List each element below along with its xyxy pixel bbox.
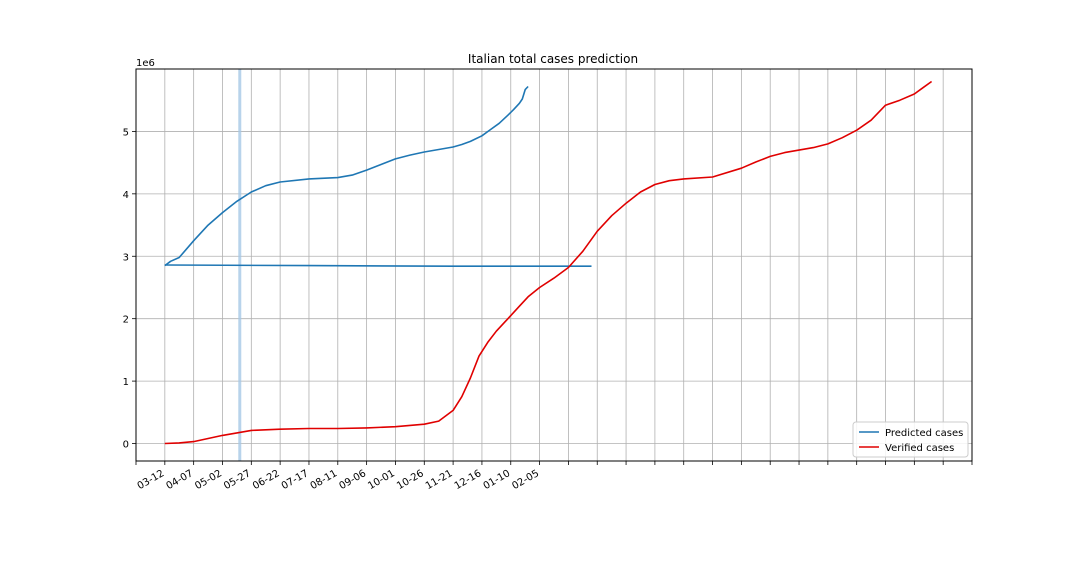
y-scale-label: 1e6 bbox=[136, 58, 155, 69]
y-tick-label: 4 bbox=[123, 190, 129, 201]
x-tick-label: 04-07 bbox=[164, 468, 195, 492]
x-tick-label: 01-10 bbox=[482, 468, 513, 492]
y-tick-label: 2 bbox=[123, 315, 129, 326]
x-tick-label: 06-22 bbox=[251, 468, 282, 492]
y-tick-label: 0 bbox=[123, 440, 129, 451]
x-tick-label: 10-01 bbox=[366, 468, 397, 492]
x-tick-label: 05-02 bbox=[193, 468, 224, 492]
series-line-verified-cases bbox=[164, 80, 933, 445]
series-lines bbox=[164, 80, 933, 445]
x-tick-label: 09-06 bbox=[337, 468, 368, 492]
y-tick-label: 3 bbox=[123, 252, 129, 263]
legend-box bbox=[852, 421, 969, 458]
x-tick-label: 11-21 bbox=[424, 468, 455, 492]
x-tick-label: 12-16 bbox=[453, 468, 484, 492]
x-tick-label: 08-11 bbox=[309, 468, 340, 492]
y-axis: 0 1 2 3 4 5 bbox=[123, 127, 136, 451]
y-tick-label: 1 bbox=[123, 377, 129, 388]
chart-title: Italian total cases prediction bbox=[468, 52, 638, 66]
x-tick-label: 10-26 bbox=[395, 468, 426, 492]
x-axis: 03-1204-0705-0205-2706-2207-1708-1109-06… bbox=[135, 461, 973, 492]
legend-label: Verified cases bbox=[885, 443, 954, 454]
y-tick-label: 5 bbox=[123, 127, 129, 138]
legend: Predicted cases Verified cases bbox=[852, 421, 969, 458]
legend-label: Predicted cases bbox=[885, 428, 963, 439]
x-tick-label: 02-05 bbox=[510, 468, 541, 492]
series-line-predicted-cases bbox=[164, 85, 529, 267]
x-tick-label: 05-27 bbox=[222, 468, 253, 492]
series-line-predicted-cases-baseline bbox=[164, 264, 592, 268]
plot-frame bbox=[135, 68, 973, 462]
x-tick-label: 03-12 bbox=[136, 468, 167, 492]
x-tick-label: 07-17 bbox=[280, 468, 311, 492]
